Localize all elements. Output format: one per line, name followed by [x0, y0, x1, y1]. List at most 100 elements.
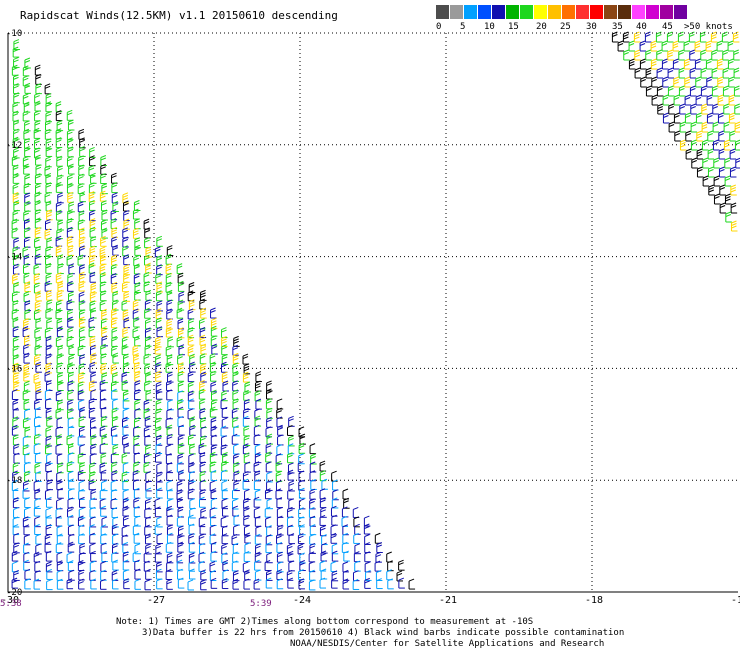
barb-flag: [221, 346, 227, 350]
barb-flag: [133, 532, 140, 536]
barb-flag: [166, 320, 173, 324]
barb-flag: [35, 85, 42, 89]
wind-barb: [78, 426, 86, 438]
barb-flag: [276, 410, 282, 414]
barb-flag: [46, 470, 52, 474]
barb-flag: [56, 335, 62, 339]
wind-barb: [276, 551, 284, 563]
wind-barb: [297, 533, 305, 545]
barb-flag: [101, 227, 108, 231]
barb-flag: [122, 419, 128, 423]
barb-flag: [78, 472, 84, 476]
barb-flag: [79, 241, 85, 245]
barb-flag: [177, 541, 184, 545]
barb-flag: [276, 480, 282, 484]
wind-barb: [46, 289, 53, 301]
barb-flag: [134, 292, 140, 296]
barb-flag: [188, 337, 194, 341]
barb-flag: [56, 436, 62, 440]
wind-barb: [288, 480, 295, 492]
barb-flag: [288, 533, 295, 537]
barb-flag: [122, 286, 128, 290]
barb-flag: [24, 101, 30, 105]
barb-flag: [221, 533, 228, 537]
barb-flag: [156, 401, 162, 405]
barb-flag: [199, 379, 205, 383]
wind-barb: [12, 326, 20, 338]
barb-flag: [122, 245, 128, 249]
wind-barb: [34, 398, 41, 410]
barb-flag: [68, 201, 75, 205]
barb-flag: [24, 229, 30, 233]
barb-flag: [23, 373, 29, 377]
wind-barb: [68, 343, 75, 355]
barb-flag: [89, 335, 96, 339]
wind-barb: [67, 497, 75, 509]
colorbar-swatch: [618, 5, 632, 19]
wind-barb: [34, 120, 41, 132]
barb-flag: [78, 183, 84, 187]
barb-flag: [133, 299, 139, 303]
barb-flag: [243, 407, 249, 411]
barb-flag: [177, 461, 183, 465]
barb-flag: [189, 555, 195, 558]
wind-barb: [309, 533, 316, 545]
barb-flag: [144, 524, 150, 528]
barb-flag: [67, 158, 73, 162]
barb-flag: [100, 166, 106, 170]
barb-flag: [79, 193, 86, 197]
barb-flag: [177, 299, 184, 303]
barb-flag: [122, 416, 128, 420]
barb-flag: [12, 550, 18, 554]
barb-flag: [23, 417, 29, 421]
barb-flag: [78, 128, 85, 132]
barb-flag: [45, 202, 52, 206]
wind-barb: [210, 317, 218, 329]
wind-barb: [165, 281, 173, 293]
barb-flag: [68, 354, 75, 358]
barb-flag: [243, 376, 249, 380]
barb-flag: [244, 452, 250, 456]
barb-flag: [112, 446, 119, 450]
barb-flag: [78, 376, 84, 380]
barb-flag: [209, 533, 216, 537]
barb-flag: [101, 326, 107, 330]
barb-flag: [199, 327, 206, 330]
barb-flag: [101, 328, 107, 332]
barb-flag: [13, 76, 19, 80]
barb-flag: [22, 487, 29, 491]
barb-flag: [79, 353, 85, 357]
barb-flag: [23, 419, 29, 423]
barb-flag: [56, 212, 62, 216]
barb-flag: [90, 282, 97, 286]
wind-barb: [68, 478, 75, 490]
wind-barb: [13, 119, 20, 131]
barb-flag: [343, 500, 349, 504]
barb-flag: [266, 416, 272, 420]
barb-flag: [46, 496, 52, 500]
wind-barb: [210, 417, 218, 429]
barb-flag: [178, 445, 184, 449]
barb-flag: [199, 329, 206, 333]
barb-flag: [254, 392, 261, 396]
barb-flag: [299, 552, 305, 556]
wind-barb: [55, 101, 63, 113]
barb-flag: [178, 525, 184, 529]
barb-flag: [111, 489, 117, 492]
barb-flag: [253, 496, 260, 500]
wind-barb: [100, 524, 108, 536]
barb-flag: [122, 194, 129, 198]
barb-flag: [67, 309, 73, 313]
barb-flag: [121, 382, 128, 386]
wind-barb: [266, 498, 273, 510]
barb-flag: [297, 546, 304, 549]
barb-flag: [122, 329, 129, 333]
barb-flag: [155, 545, 162, 549]
wind-barb: [45, 156, 52, 168]
barb-flag: [123, 353, 129, 357]
wind-barb: [309, 488, 316, 500]
wind-barb: [144, 415, 152, 427]
wind-barb: [67, 174, 74, 186]
barb-flag: [132, 344, 139, 348]
map-grid: [8, 33, 738, 592]
